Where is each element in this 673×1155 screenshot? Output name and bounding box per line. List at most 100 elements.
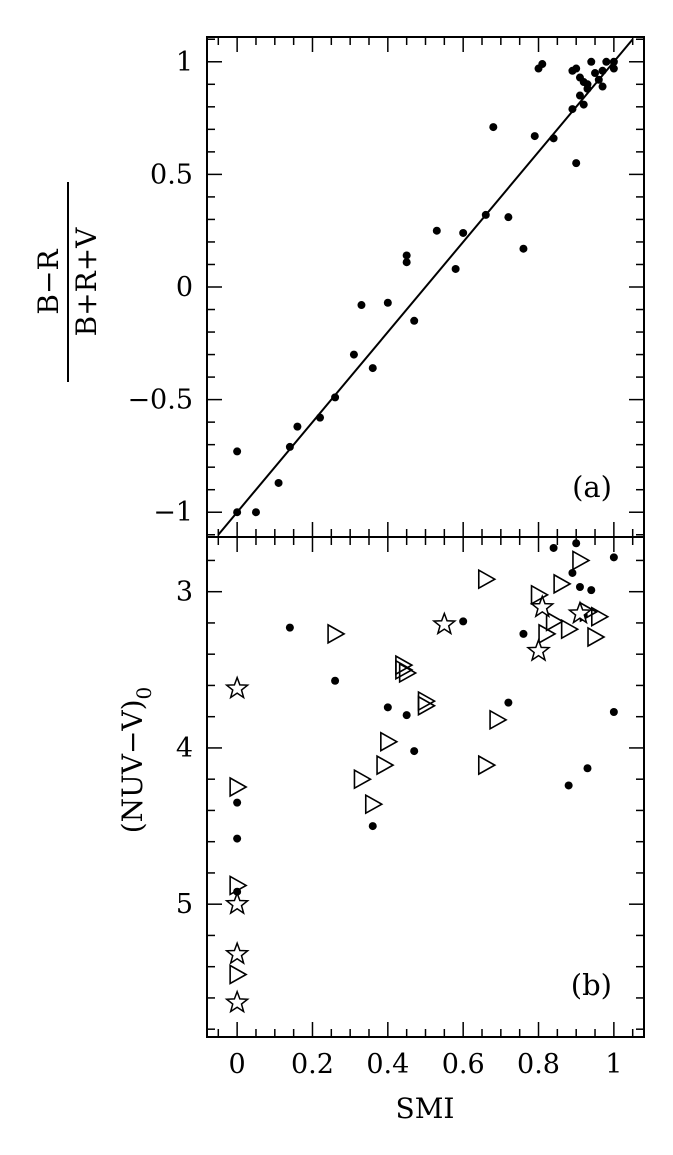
data-point-dot (591, 69, 600, 78)
data-point-dot (572, 539, 581, 548)
panel-b-points (224, 539, 618, 1014)
data-point-triangle (477, 754, 497, 776)
y-tick-label: 5 (176, 889, 193, 920)
data-point-dot (504, 698, 513, 707)
data-point-dot (598, 66, 607, 75)
data-point-dot (331, 393, 340, 402)
y-tick-label: 3 (176, 577, 193, 608)
data-point-dot (349, 350, 358, 359)
fit-line (217, 38, 634, 536)
data-point-dot (481, 210, 490, 219)
data-point-dot (549, 134, 558, 143)
data-point-triangle (572, 550, 591, 571)
y-tick-label: 1 (176, 47, 193, 78)
y-axis-label-main: (NUV−V) (116, 699, 149, 833)
data-point-dot (459, 617, 468, 626)
x-tick-label: 0.4 (366, 1049, 409, 1080)
data-point-dot (316, 413, 325, 422)
x-tick-label: 1 (605, 1049, 622, 1080)
data-point-dot (519, 629, 528, 638)
data-point-triangle (477, 568, 497, 590)
data-point-dot (594, 75, 603, 84)
data-point-dot (598, 82, 607, 91)
panel-a: 1 0.5 0 −0.5 −1 (a) B−R B+R+V (32, 36, 645, 538)
data-point-triangle (229, 875, 248, 896)
data-point-star (431, 611, 457, 636)
x-tick-label: 0.2 (291, 1049, 334, 1080)
data-point-dot (587, 57, 596, 66)
data-point-dot (609, 553, 618, 562)
data-point-dot (368, 822, 377, 831)
panel-a-y-tick-labels: 1 0.5 0 −0.5 −1 (127, 47, 193, 528)
x-tick-label: 0.8 (517, 1049, 560, 1080)
data-point-triangle (229, 964, 248, 985)
data-point-dot (402, 251, 411, 260)
data-point-triangle (380, 731, 399, 753)
data-point-dot (402, 258, 411, 267)
data-point-dot (609, 57, 618, 66)
data-point-triangle (395, 659, 414, 681)
data-point-triangle (364, 793, 384, 815)
data-point-dot (383, 298, 392, 307)
data-point-triangle (587, 626, 606, 648)
data-point-dot (504, 213, 513, 222)
data-point-dot (293, 422, 302, 431)
data-point-dot (587, 586, 596, 595)
data-point-dot (602, 57, 611, 66)
data-point-star (224, 989, 250, 1014)
data-point-dot (233, 447, 242, 456)
data-point-dot (233, 508, 242, 517)
data-point-dot (609, 708, 618, 716)
data-point-dot (368, 364, 377, 373)
data-point-dot (568, 105, 577, 114)
data-point-star (224, 675, 250, 700)
data-point-dot (451, 264, 460, 273)
y-tick-label: 0 (176, 272, 193, 303)
data-point-dot (432, 226, 441, 235)
panel-a-ticks (207, 37, 644, 537)
y-tick-label: 4 (176, 733, 193, 764)
data-point-dot (233, 834, 242, 843)
x-axis-label: SMI (396, 1092, 455, 1125)
data-point-star (529, 594, 555, 618)
data-point-triangle (489, 709, 508, 731)
data-point-triangle (553, 573, 572, 595)
data-point-dot (459, 228, 468, 237)
data-point-dot (568, 568, 577, 577)
data-point-triangle (398, 662, 418, 684)
data-point-dot (572, 64, 581, 73)
data-point-dot (538, 60, 547, 69)
data-point-dot (564, 781, 573, 790)
data-point-dot (410, 316, 419, 325)
data-point-dot (489, 123, 498, 132)
data-point-dot (530, 132, 539, 141)
data-point-dot (575, 583, 584, 591)
data-point-triangle (229, 776, 248, 798)
y-axis-label-numerator: B−R (32, 249, 65, 315)
data-point-triangle (353, 768, 373, 790)
data-point-dot (402, 711, 411, 720)
data-point-triangle (327, 623, 346, 645)
data-point-dot (274, 478, 283, 487)
data-point-dot (519, 244, 528, 253)
y-tick-label: 0.5 (150, 159, 193, 190)
x-tick-label: 0.6 (442, 1049, 485, 1080)
data-point-star (224, 941, 250, 965)
panel-b-y-axis-label: (NUV−V)0 (116, 687, 156, 834)
data-point-triangle (545, 611, 565, 632)
data-point-triangle (560, 618, 580, 640)
y-axis-label-denominator: B+R+V (70, 227, 103, 337)
y-tick-label: −0.5 (127, 385, 193, 416)
data-point-star (567, 600, 593, 625)
data-point-dot (357, 301, 366, 310)
data-point-triangle (590, 606, 610, 628)
data-point-dot (285, 442, 294, 451)
panel-b: 345 0 0.2 0.4 0.6 0.8 1 (b) SMI (NUV−V)0 (116, 536, 645, 1125)
data-point-dot (251, 508, 260, 517)
data-point-dot (609, 64, 618, 73)
data-point-triangle (376, 754, 395, 776)
panel-a-points (233, 57, 618, 517)
data-point-dot (331, 676, 340, 685)
y-tick-label: −1 (153, 497, 193, 528)
